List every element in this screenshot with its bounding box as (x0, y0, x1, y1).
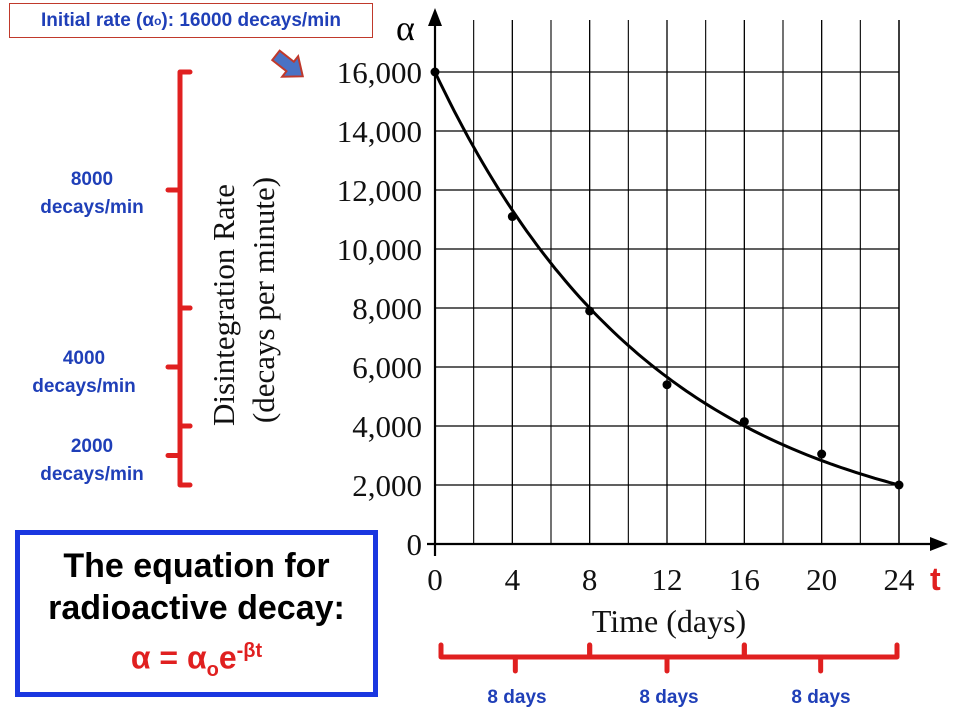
decay-formula: α = αoe-βt (20, 629, 373, 692)
formula-exponent: -βt (236, 640, 263, 662)
time-interval-label-1: 8 days (487, 687, 547, 708)
equation-title-line-1: The equation for (63, 547, 330, 585)
y-tick-label: 10,000 (337, 232, 422, 267)
data-point (585, 306, 595, 316)
rate-bracket-1 (165, 69, 193, 311)
y-tick-label: 6,000 (352, 350, 422, 385)
x-tick-label: 0 (427, 562, 443, 597)
initial-rate-arrow-icon (270, 49, 305, 78)
data-point (739, 417, 749, 427)
t-axis-symbol: t (930, 561, 941, 597)
initial-rate-callout: Initial rate (α o): 16000 decays/min (9, 3, 373, 38)
y-tick-label: 14,000 (337, 114, 422, 149)
data-point (894, 480, 904, 490)
chart-grid (434, 20, 900, 545)
initial-rate-symbol: α (142, 9, 155, 31)
rate-interval-label-3: 2000 decays/min (40, 436, 144, 485)
y-tick-label: 0 (407, 527, 423, 562)
rate-bracket-3 (165, 423, 193, 488)
initial-rate-prefix: Initial rate ( (41, 9, 143, 31)
initial-rate-suffix: ): 16000 decays/min (161, 9, 341, 31)
data-point (817, 449, 827, 459)
data-point (507, 212, 517, 222)
y-tick-label: 12,000 (337, 173, 422, 208)
rate-bracket-2 (165, 305, 193, 429)
time-interval-label-3: 8 days (791, 687, 851, 708)
y-axis-title-line-2: (decays per minute) (246, 177, 281, 423)
time-interval-label-2: 8 days (639, 687, 699, 708)
x-tick-label: 16 (729, 562, 760, 597)
decay-curve (433, 71, 900, 487)
time-bracket-1 (438, 642, 593, 674)
alpha-axis-symbol: α (396, 8, 415, 48)
x-tick-label: 20 (806, 562, 837, 597)
decay-equation-box: The equation for radioactive decay: α = … (15, 530, 378, 697)
initial-rate-subscript: o (154, 13, 162, 28)
y-tick-label: 2,000 (352, 468, 422, 503)
y-axis-arrowhead (428, 8, 442, 26)
time-bracket-2 (587, 642, 747, 674)
x-tick-label: 8 (582, 562, 598, 597)
rate-interval-label-1: 8000 decays/min (40, 169, 144, 218)
rate-interval-label-2: 4000 decays/min (32, 348, 136, 397)
arrow-shape (270, 49, 305, 78)
formula-lhs: α = α (130, 639, 207, 676)
data-point (430, 67, 440, 77)
y-tick-label: 8,000 (352, 291, 422, 326)
formula-base: e (218, 639, 237, 676)
chart-axes (427, 8, 948, 556)
y-tick-label: 4,000 (352, 409, 422, 444)
formula-subscript: o (206, 659, 219, 682)
x-axis-arrowhead (930, 537, 948, 551)
time-bracket-3 (741, 642, 900, 674)
x-tick-label: 24 (884, 562, 916, 597)
x-axis-title: Time (days) (592, 603, 746, 639)
equation-title-line-2: radioactive decay: (48, 589, 345, 627)
data-points (430, 67, 904, 490)
x-tick-label: 12 (652, 562, 683, 597)
x-tick-label: 4 (505, 562, 521, 597)
y-tick-label: 16,000 (337, 55, 422, 90)
y-axis-title-line-1: Disintegration Rate (206, 184, 241, 426)
data-point (662, 380, 672, 390)
